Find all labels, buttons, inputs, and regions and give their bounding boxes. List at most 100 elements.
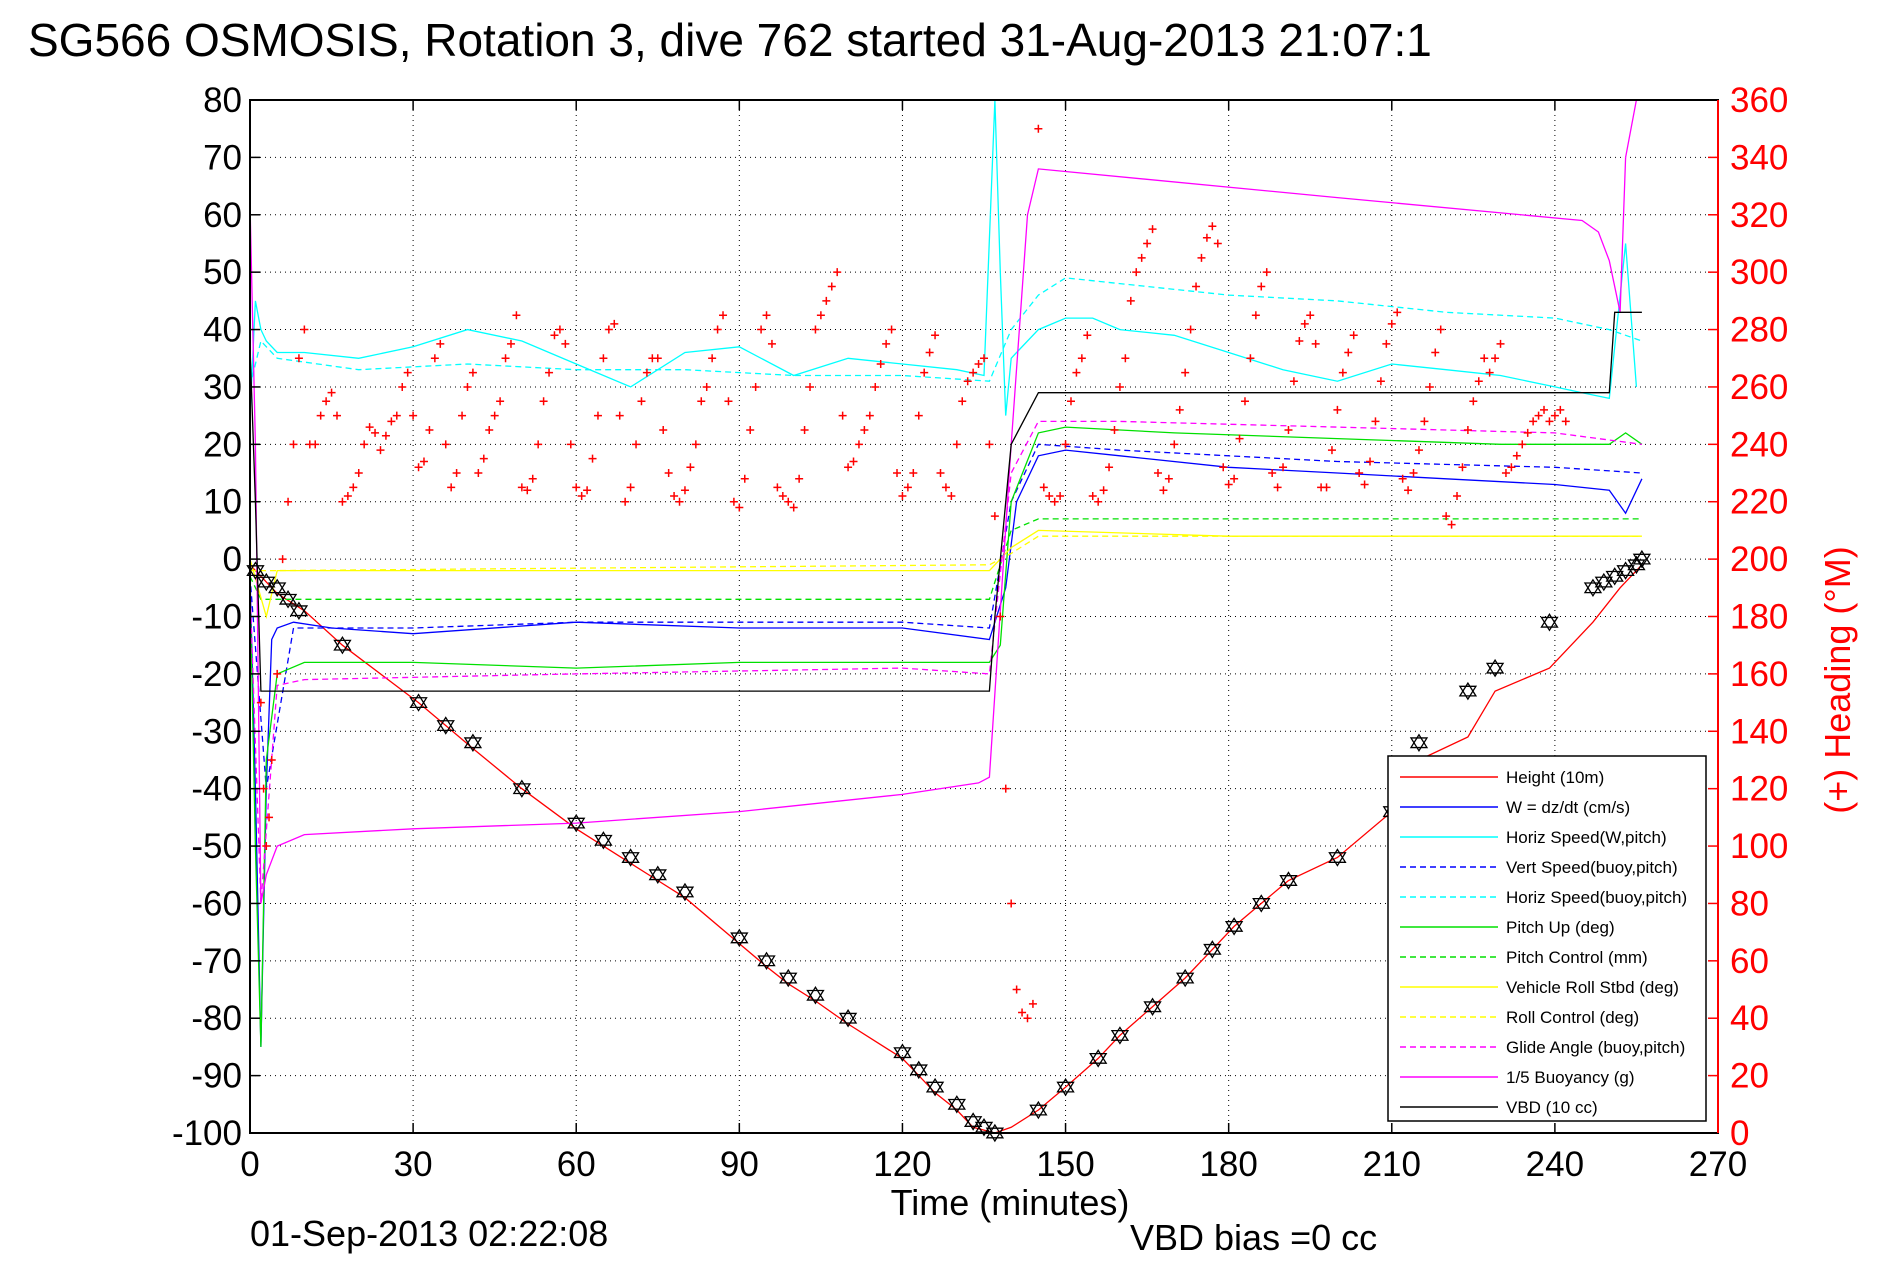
y2-tick-label: 100 (1730, 827, 1788, 866)
heading-point (1496, 339, 1505, 348)
heading-point (806, 382, 815, 391)
heading-point (659, 425, 668, 434)
heading-point (294, 354, 303, 363)
heading-point (1376, 377, 1385, 386)
y-tick-label: -70 (191, 942, 242, 981)
height-marker (1279, 875, 1298, 890)
height-marker (1143, 997, 1162, 1013)
heading-point (1219, 463, 1228, 472)
series-line (249, 443, 1642, 789)
height-marker (567, 813, 586, 829)
height-marker (1056, 1077, 1075, 1093)
heading-point (735, 503, 744, 512)
heading-point (387, 417, 396, 426)
heading-point (463, 382, 472, 391)
legend-entry: Glide Angle (buoy,pitch) (1506, 1038, 1685, 1057)
y-tick-label: -50 (191, 827, 242, 866)
height-marker (1594, 576, 1613, 592)
x-tick-label: 150 (1036, 1145, 1094, 1184)
heading-point (637, 397, 646, 406)
heading-point (1197, 253, 1206, 262)
heading-point (626, 483, 635, 492)
heading-point (1045, 491, 1054, 500)
heading-point (1474, 377, 1483, 386)
series-line (249, 99, 1638, 904)
legend-entry: Vehicle Roll Stbd (deg) (1506, 978, 1679, 997)
heading-point (550, 331, 559, 340)
legend-entry: Pitch Up (deg) (1506, 918, 1615, 937)
height-marker (289, 601, 309, 617)
heading-point (273, 669, 282, 678)
heading-point (1240, 397, 1249, 406)
heading-point (300, 325, 309, 334)
heading-point (621, 497, 630, 506)
heading-point (1208, 222, 1217, 231)
heading-point (599, 354, 608, 363)
heading-point (865, 411, 874, 420)
height-marker (779, 972, 798, 988)
height-marker (648, 865, 667, 881)
y2-tick-label: 280 (1730, 311, 1788, 350)
heading-point (1186, 325, 1195, 334)
height-marker (278, 590, 298, 605)
height-marker (675, 886, 695, 902)
y2-tick-label: 20 (1730, 1057, 1769, 1096)
heading-point (920, 368, 929, 377)
height-marker (1409, 737, 1429, 752)
heading-point (1018, 1008, 1027, 1017)
height-marker (1224, 917, 1244, 932)
y2-tick-label: 0 (1730, 1114, 1749, 1153)
height-marker (675, 882, 695, 898)
heading-point (267, 755, 276, 764)
y-tick-label: 60 (203, 196, 242, 235)
heading-point (284, 497, 293, 506)
heading-point (1251, 311, 1260, 320)
heading-point (680, 486, 689, 495)
legend-entry: Horiz Speed(W,pitch) (1506, 828, 1667, 847)
y2-tick-label: 360 (1730, 81, 1788, 120)
y2-tick-label: 80 (1730, 884, 1769, 923)
x-tick-label: 0 (240, 1145, 259, 1184)
heading-point (1099, 486, 1108, 495)
heading-point (1442, 512, 1451, 521)
y2-tick-label: 140 (1730, 712, 1788, 751)
height-marker (257, 572, 276, 588)
heading-point (762, 311, 771, 320)
heading-point (1382, 339, 1391, 348)
y-tick-label: -10 (191, 598, 242, 637)
heading-point (697, 397, 706, 406)
heading-point (1344, 348, 1353, 357)
height-marker (806, 989, 825, 1005)
series-line (249, 420, 1642, 904)
height-marker (1632, 553, 1652, 569)
heading-point (1501, 469, 1510, 478)
heading-point (517, 483, 526, 492)
height-marker (1458, 685, 1478, 701)
height-marker (1029, 1104, 1048, 1120)
heading-point (376, 446, 385, 455)
heading-point (1001, 784, 1010, 793)
heading-point (1311, 339, 1320, 348)
marker-layer (246, 549, 1652, 1143)
y2-tick-label: 60 (1730, 942, 1769, 981)
heading-point (371, 428, 380, 437)
x-axis-label: Time (minutes) (891, 1182, 1130, 1223)
heading-point (854, 440, 863, 449)
heading-point (1523, 428, 1532, 437)
heading-point (708, 354, 717, 363)
heading-point (1556, 405, 1565, 414)
height-marker (648, 869, 667, 884)
heading-point (1469, 397, 1478, 406)
footer-vbd-bias: VBD bias =0 cc (1130, 1217, 1377, 1258)
heading-point (452, 469, 461, 478)
height-marker (947, 1095, 966, 1110)
height-marker (1252, 894, 1271, 909)
heading-point (322, 397, 331, 406)
height-marker (909, 1060, 928, 1076)
heading-point (561, 339, 570, 348)
heading-point (256, 698, 265, 707)
height-marker (268, 578, 287, 594)
heading-point (311, 440, 320, 449)
heading-point (941, 483, 950, 492)
